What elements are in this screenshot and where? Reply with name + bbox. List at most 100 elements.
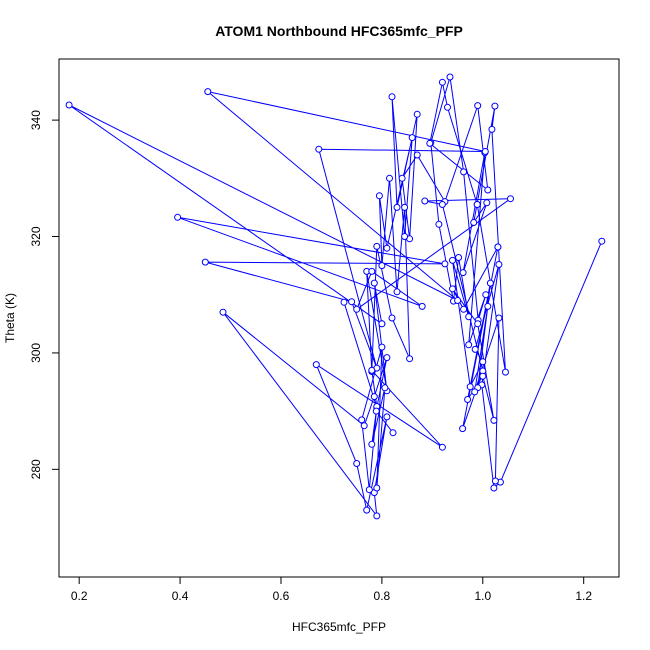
- data-point: [358, 416, 366, 424]
- data-point: [360, 422, 368, 430]
- data-point: [481, 148, 489, 155]
- data-point: [401, 233, 409, 240]
- series-1-line: [430, 76, 603, 490]
- data-point: [383, 413, 391, 421]
- data-point: [378, 262, 386, 270]
- data-point: [483, 199, 491, 207]
- series-3-line: [68, 91, 513, 429]
- y-tick-label: 340: [29, 110, 43, 130]
- data-point: [465, 313, 473, 321]
- data-point: [363, 506, 371, 514]
- data-point: [507, 195, 514, 203]
- data-point: [446, 73, 454, 81]
- data-point: [406, 355, 414, 363]
- data-point: [388, 93, 396, 101]
- data-point: [426, 139, 434, 147]
- plot-frame: [58, 58, 620, 578]
- y-axis-label: Theta (K): [3, 293, 17, 343]
- data-point: [470, 219, 478, 226]
- data-point: [373, 242, 381, 250]
- data-point: [375, 192, 383, 200]
- data-point: [388, 314, 396, 322]
- data-point: [398, 174, 406, 182]
- data-point: [438, 201, 446, 208]
- x-tick-label: 0.6: [273, 589, 290, 603]
- data-point: [348, 298, 356, 306]
- data-point: [413, 151, 421, 159]
- data-point: [459, 425, 467, 433]
- data-point: [65, 101, 73, 109]
- data-point: [378, 343, 386, 351]
- data-point: [495, 261, 503, 268]
- y-tick-label: 300: [29, 343, 43, 363]
- plot-area: [65, 73, 606, 520]
- data-point: [381, 384, 389, 392]
- data-point: [488, 125, 496, 133]
- data-point: [370, 279, 378, 287]
- data-point: [340, 298, 348, 306]
- x-tick-label: 0.2: [71, 589, 88, 603]
- data-point: [435, 220, 443, 228]
- data-point: [365, 486, 373, 494]
- x-axis: 0.2 0.4 0.6 0.8 1.0 1.2: [71, 577, 592, 603]
- data-point: [438, 443, 446, 451]
- x-axis-label: HFC365mfc_PFP: [292, 620, 386, 634]
- data-point: [490, 484, 498, 492]
- data-point: [373, 484, 381, 492]
- data-point: [502, 368, 509, 376]
- data-point: [474, 320, 482, 328]
- data-point: [464, 396, 472, 403]
- data-point: [484, 302, 492, 310]
- x-tick-label: 1.0: [474, 589, 491, 603]
- data-point: [204, 88, 212, 96]
- data-point: [454, 297, 462, 304]
- data-point: [465, 341, 473, 349]
- data-point: [373, 512, 381, 520]
- data-point: [494, 243, 502, 251]
- chart-title: ATOM1 Northbound HFC365mfc_PFP: [215, 23, 463, 39]
- data-point: [495, 314, 503, 322]
- data-point: [201, 258, 209, 266]
- data-point: [471, 388, 479, 396]
- x-tick-label: 0.8: [374, 589, 391, 603]
- data-point: [490, 416, 498, 424]
- data-point: [174, 213, 182, 221]
- series-5-line: [222, 302, 443, 518]
- data-point: [449, 285, 456, 293]
- data-point: [370, 393, 378, 401]
- data-point: [389, 429, 397, 437]
- data-point: [393, 203, 401, 211]
- data-point: [408, 134, 416, 142]
- data-point: [372, 407, 380, 415]
- data-point: [466, 383, 474, 391]
- data-point: [421, 197, 429, 205]
- x-tick-label: 1.2: [575, 589, 592, 603]
- data-point: [219, 308, 227, 316]
- data-point: [438, 78, 446, 86]
- data-point: [315, 145, 323, 153]
- data-point: [598, 237, 606, 245]
- data-point: [471, 345, 479, 353]
- data-point: [459, 269, 467, 277]
- data-point: [401, 203, 409, 211]
- data-point: [383, 354, 391, 362]
- y-axis: 280 300 320 340: [29, 110, 59, 479]
- data-point: [449, 256, 456, 264]
- data-point: [393, 288, 401, 296]
- data-point: [378, 320, 386, 328]
- data-point: [474, 102, 482, 110]
- data-point: [460, 168, 468, 176]
- data-point: [482, 291, 490, 299]
- data-point: [413, 110, 421, 118]
- data-point: [455, 254, 463, 261]
- data-point: [491, 477, 499, 485]
- data-point: [479, 358, 487, 366]
- data-point: [368, 267, 376, 275]
- y-tick-label: 320: [29, 226, 43, 246]
- data-point: [353, 305, 361, 313]
- data-point: [479, 372, 487, 380]
- data-point: [486, 279, 494, 287]
- data-point: [368, 366, 376, 374]
- data-point: [444, 103, 451, 111]
